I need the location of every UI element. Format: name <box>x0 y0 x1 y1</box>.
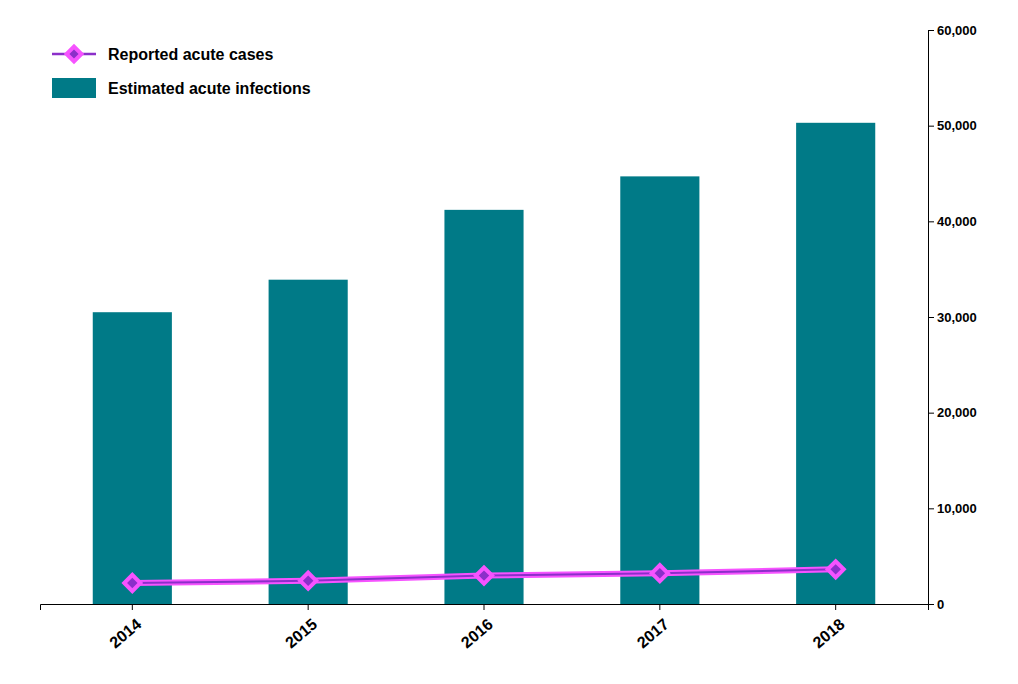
y-tick-label: 10,000 <box>937 501 977 516</box>
y-tick-label: 30,000 <box>937 310 977 325</box>
y-tick: 30,000 <box>928 310 977 325</box>
legend-label: Estimated acute infections <box>108 80 311 97</box>
legend: Reported acute cases Estimated acute infe… <box>52 46 311 98</box>
y-tick-mark <box>928 317 934 318</box>
y-tick-mark <box>928 30 934 31</box>
x-tick: 2014 <box>106 604 144 651</box>
bar <box>796 123 875 604</box>
x-tick: 2018 <box>810 604 848 651</box>
marker <box>828 561 844 577</box>
y-tick: 20,000 <box>928 405 977 420</box>
bar <box>620 176 699 604</box>
y-axis: 0 10,000 20,000 30,000 40,000 50,000 60,000 <box>928 23 977 612</box>
y-tick-label: 0 <box>937 597 944 612</box>
x-tick: 2017 <box>634 604 672 651</box>
x-tick-mark <box>484 604 485 610</box>
y-tick-label: 40,000 <box>937 214 977 229</box>
y-tick-mark <box>928 126 934 127</box>
y-tick-mark <box>928 413 934 414</box>
x-axis: 2014 2015 2016 2017 2018 <box>41 604 929 651</box>
x-tick-label: 2014 <box>106 615 144 651</box>
bar <box>444 210 523 604</box>
x-tick-mark <box>132 604 133 610</box>
x-tick-mark <box>659 604 660 610</box>
y-tick: 50,000 <box>928 118 977 133</box>
marker <box>124 575 140 591</box>
plot: 2014 2015 2016 2017 2018 0 10,000 20,000 30,000 4… <box>41 23 977 652</box>
x-tick-label: 2017 <box>634 615 672 651</box>
y-tick-mark <box>928 221 934 222</box>
y-tick-label: 50,000 <box>937 118 977 133</box>
marker <box>300 573 316 589</box>
bar <box>269 280 348 604</box>
marks <box>93 123 875 604</box>
x-tick-label: 2015 <box>282 615 320 651</box>
chart: 2014 2015 2016 2017 2018 0 10,000 20,000 30,000 4… <box>0 0 1018 684</box>
y-axis-line <box>929 31 935 605</box>
y-tick-label: 20,000 <box>937 405 977 420</box>
y-tick: 40,000 <box>928 214 977 229</box>
line-series <box>124 561 843 591</box>
y-tick: 60,000 <box>928 23 977 38</box>
y-tick: 10,000 <box>928 501 977 516</box>
legend-item: Reported acute cases <box>52 46 274 63</box>
legend-marker <box>67 47 82 62</box>
legend-swatch <box>52 78 96 98</box>
y-tick-mark <box>928 604 934 605</box>
y-tick: 0 <box>928 597 944 612</box>
y-tick-mark <box>928 508 934 509</box>
x-tick: 2016 <box>458 604 496 651</box>
x-axis-line <box>41 605 929 611</box>
y-tick-label: 60,000 <box>937 23 977 38</box>
bar <box>93 312 172 604</box>
x-tick-label: 2018 <box>810 615 848 651</box>
legend-label: Reported acute cases <box>108 46 274 63</box>
bar-series <box>93 123 875 604</box>
marker <box>652 565 668 581</box>
x-tick-mark <box>308 604 309 610</box>
legend-item: Estimated acute infections <box>52 78 311 98</box>
marker <box>476 568 492 584</box>
x-tick: 2015 <box>282 604 320 651</box>
x-tick-label: 2016 <box>458 615 496 651</box>
x-tick-mark <box>835 604 836 610</box>
